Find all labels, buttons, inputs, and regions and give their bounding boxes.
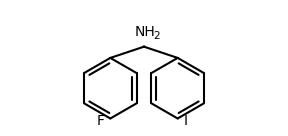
Text: NH: NH [135,25,156,39]
Text: I: I [184,114,188,128]
Text: F: F [96,114,104,128]
Text: 2: 2 [154,31,160,41]
